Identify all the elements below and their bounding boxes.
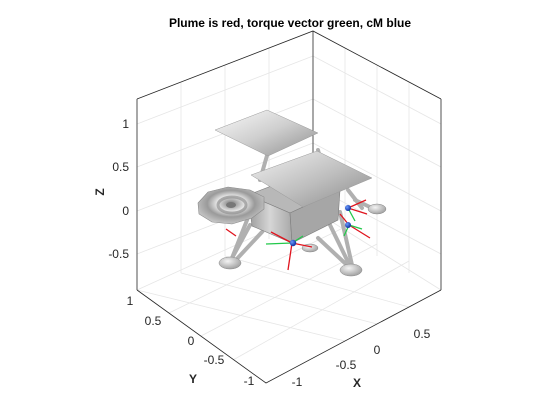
gridline (168, 226, 346, 314)
x-tick-label: 0.5 (414, 327, 431, 341)
center-of-mass-marker (345, 222, 351, 228)
footpad (218, 256, 242, 270)
y-tick-label: 0.5 (145, 314, 162, 328)
footpad (367, 203, 387, 215)
y-tick-label: 0 (188, 334, 195, 348)
y-tick-label: -1 (244, 374, 255, 388)
solar-panel-front (250, 150, 373, 208)
y-tick-labels: 1 0.5 0 -0.5 -1 (127, 294, 255, 388)
y-tick-label: 1 (127, 294, 134, 308)
x-tick-label: -1 (292, 375, 303, 389)
gridline (312, 209, 442, 291)
z-tick-label: 0 (122, 204, 129, 218)
z-tick-label: 1 (122, 117, 129, 131)
y-axis-label: Y (189, 372, 197, 386)
gridline (232, 260, 410, 361)
dish-antenna (197, 186, 265, 225)
z-tick-label: 0.5 (112, 160, 129, 174)
plot-title: Plume is red, torque vector green, cM bl… (169, 16, 411, 30)
footpad (339, 263, 363, 277)
gridline (224, 255, 410, 308)
lunar-lander-model (197, 109, 387, 277)
center-of-mass-marker (289, 239, 297, 247)
gridline (180, 272, 378, 325)
grid-lines (136, 48, 442, 361)
solar-panel-rear (214, 109, 319, 157)
z-tick-labels: 1 0.5 0 -0.5 (108, 117, 129, 261)
x-tick-labels: -1 -0.5 0 0.5 (292, 327, 431, 389)
z-tick-label: -0.5 (108, 247, 129, 261)
x-tick-label: 0 (374, 343, 381, 357)
center-of-mass-marker (345, 205, 351, 211)
x-axis-label: X (353, 376, 361, 390)
y-tick-label: -0.5 (204, 353, 225, 367)
gridline (136, 289, 346, 342)
x-tick-label: -0.5 (336, 358, 357, 372)
z-axis-label: Z (93, 188, 107, 195)
